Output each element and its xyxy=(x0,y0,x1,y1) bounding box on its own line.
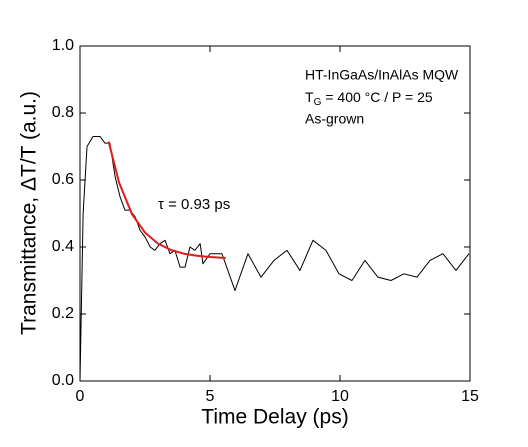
annotation-part: G xyxy=(314,97,322,108)
plot-frame xyxy=(79,45,471,382)
y-tick-label: 0.2 xyxy=(52,305,74,322)
y-tick-label: 0.0 xyxy=(52,372,74,389)
annotation: HT-InGaAs/InAlAs MQW xyxy=(305,67,459,83)
annotation: TG = 400 °C / P = 25 xyxy=(305,89,433,108)
data-line xyxy=(107,141,226,260)
annotation-part: = 400 °C / P = 25 xyxy=(325,89,433,105)
x-tick-label: 15 xyxy=(461,388,479,405)
annotation: As-grown xyxy=(305,111,364,127)
y-tick-label: 1.0 xyxy=(52,37,74,54)
x-tick-label: 10 xyxy=(331,388,349,405)
data-line xyxy=(79,135,470,382)
x-tick-label: 0 xyxy=(76,388,85,405)
annotation: τ = 0.93 ps xyxy=(158,196,230,213)
y-tick-label: 0.8 xyxy=(52,104,74,121)
x-axis-title: Time Delay (ps) xyxy=(201,406,348,429)
y-axis-title: Transmittance, ΔT/T (a.u.) xyxy=(18,91,41,335)
y-tick-label: 0.6 xyxy=(52,171,74,188)
annotation-part: T xyxy=(305,89,314,105)
y-tick-label: 0.4 xyxy=(52,238,74,255)
x-tick-label: 5 xyxy=(206,388,215,405)
